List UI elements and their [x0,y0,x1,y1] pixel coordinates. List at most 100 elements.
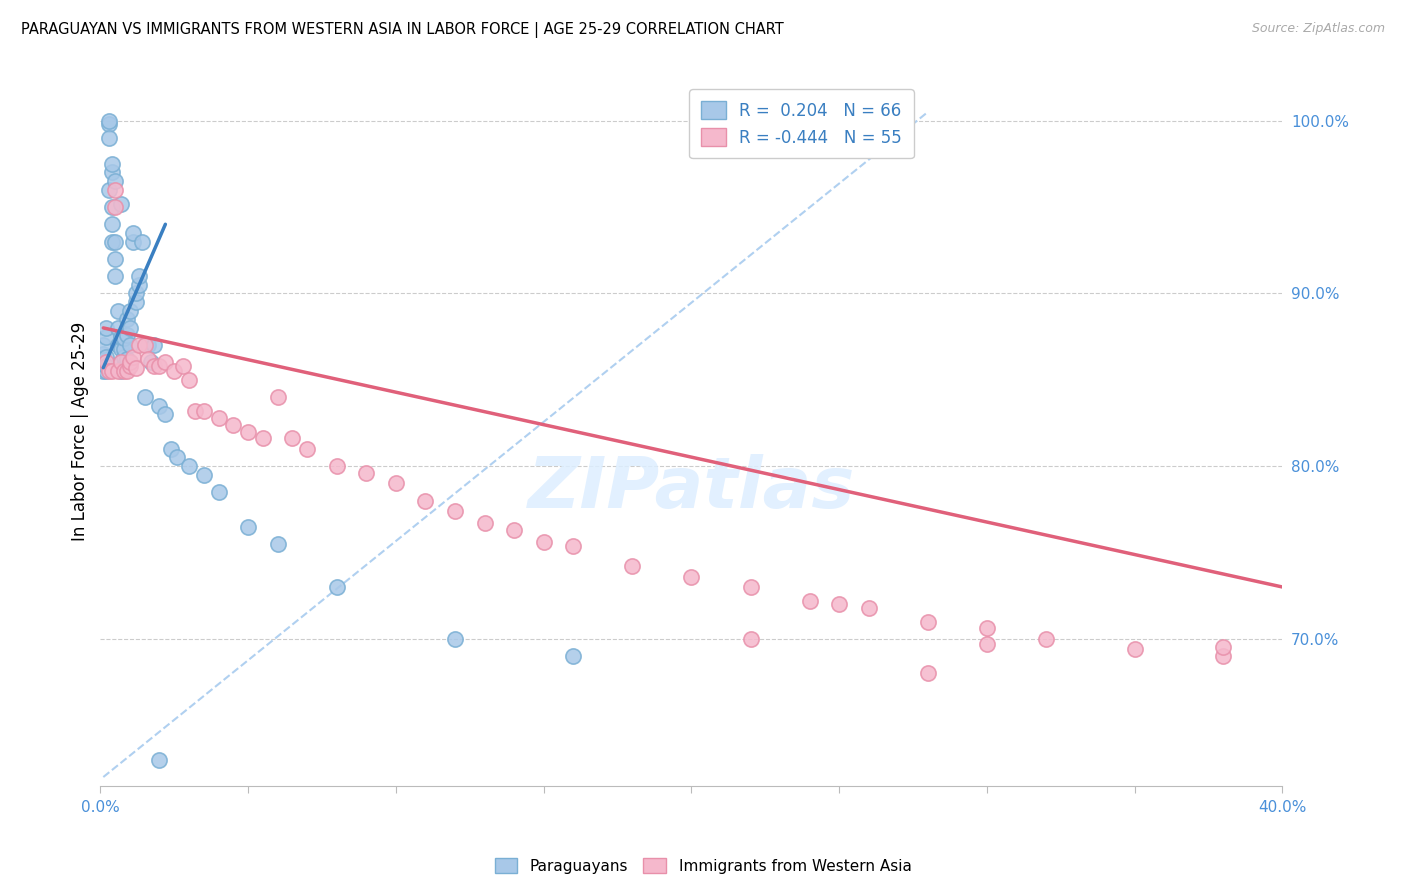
Point [91,347,114,361]
Point [740,632,762,646]
Point [562,539,585,553]
Point [128,269,150,284]
Point [112,364,135,378]
Point [193,467,215,482]
Point [112,351,135,365]
Point [177,459,200,474]
Point [118,338,141,352]
Point [115,312,138,326]
Point [681,569,703,583]
Point [236,425,259,439]
Point [104,252,127,266]
Point [533,535,555,549]
Point [91,338,114,352]
Text: Source: ZipAtlas.com: Source: ZipAtlas.com [1251,22,1385,36]
Point [110,364,132,378]
Point [107,303,129,318]
Point [1123,642,1146,657]
Point [160,442,183,456]
Point [1212,649,1234,664]
Point [222,417,245,432]
Point [121,351,143,365]
Point [621,559,644,574]
Point [281,432,304,446]
Point [96,359,118,373]
Point [121,235,143,249]
Point [104,174,127,188]
Point [385,476,408,491]
Point [96,355,118,369]
Point [110,342,132,356]
Point [96,364,118,378]
Point [101,217,124,231]
Point [142,359,165,373]
Point [101,364,124,378]
Point [562,649,585,664]
Point [207,410,229,425]
Point [266,390,288,404]
Text: PARAGUAYAN VS IMMIGRANTS FROM WESTERN ASIA IN LABOR FORCE | AGE 25-29 CORRELATIO: PARAGUAYAN VS IMMIGRANTS FROM WESTERN AS… [21,22,783,38]
Point [110,355,132,369]
Point [118,355,141,369]
Point [98,131,121,145]
Point [125,295,148,310]
Point [976,637,998,651]
Point [858,600,880,615]
Point [148,399,170,413]
Point [356,466,378,480]
Legend: Paraguayans, Immigrants from Western Asia: Paraguayans, Immigrants from Western Asi… [488,852,918,880]
Point [112,342,135,356]
Point [155,355,177,369]
Point [297,442,319,456]
Point [799,594,821,608]
Point [128,338,150,352]
Point [104,183,127,197]
Point [101,165,124,179]
Point [155,407,177,421]
Point [91,364,114,378]
Point [98,113,121,128]
Point [740,580,762,594]
Point [115,364,138,378]
Point [163,364,186,378]
Point [91,355,114,369]
Point [976,622,998,636]
Point [917,666,939,681]
Point [110,196,132,211]
Point [207,485,229,500]
Point [96,321,118,335]
Point [177,373,200,387]
Point [98,183,121,197]
Point [236,519,259,533]
Point [118,303,141,318]
Point [148,753,170,767]
Point [110,355,132,369]
Point [98,364,121,378]
Point [326,580,349,594]
Point [193,404,215,418]
Point [104,269,127,284]
Point [110,329,132,343]
Point [266,537,288,551]
Point [136,351,159,366]
Legend: R =  0.204   N = 66, R = -0.444   N = 55: R = 0.204 N = 66, R = -0.444 N = 55 [689,89,914,158]
Point [118,359,141,373]
Point [1035,632,1057,646]
Point [1212,640,1234,655]
Point [134,338,156,352]
Point [121,226,143,240]
Point [474,516,496,530]
Point [139,355,162,369]
Point [326,459,349,474]
Point [107,321,129,335]
Point [107,338,129,352]
Point [101,200,124,214]
Point [828,597,851,611]
Point [142,338,165,352]
Text: ZIPatlas: ZIPatlas [527,454,855,523]
Y-axis label: In Labor Force | Age 25-29: In Labor Force | Age 25-29 [72,322,89,541]
Point [917,615,939,629]
Point [444,504,467,518]
Point [148,359,170,373]
Point [252,432,274,446]
